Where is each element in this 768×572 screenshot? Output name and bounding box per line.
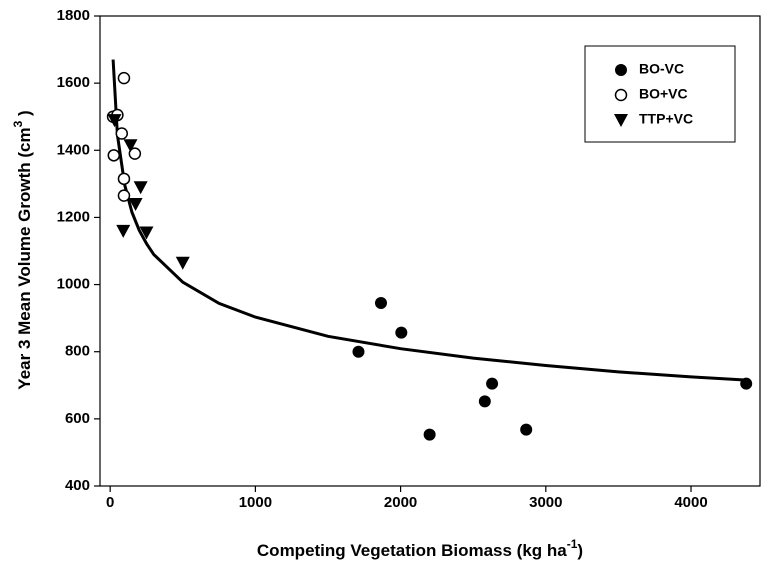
plot-frame bbox=[99, 15, 761, 487]
x-axis-title: Competing Vegetation Biomass (kg ha-1) bbox=[257, 537, 583, 560]
legend-label: BO+VC bbox=[639, 86, 688, 102]
x-tick-label: 2000 bbox=[384, 494, 417, 511]
data-point bbox=[740, 377, 753, 390]
data-point bbox=[128, 198, 143, 211]
data-point bbox=[139, 226, 154, 240]
x-axis-title-text: Competing Vegetation Biomass (kg ha bbox=[257, 541, 567, 560]
data-point bbox=[123, 139, 138, 153]
data-point bbox=[117, 71, 131, 85]
legend-marker bbox=[615, 64, 627, 76]
y-tick-label: 1800 bbox=[57, 7, 90, 24]
y-tick-label: 600 bbox=[65, 410, 90, 427]
y-axis-title-sup: 3 bbox=[11, 120, 25, 127]
legend-marker bbox=[614, 88, 628, 102]
y-axis-title-text: Year 3 Mean Volume Growth (cm bbox=[15, 127, 34, 389]
legend-box bbox=[584, 45, 736, 143]
data-point bbox=[116, 224, 131, 238]
data-point bbox=[520, 423, 533, 436]
y-tick-label: 800 bbox=[65, 343, 90, 360]
y-axis-title: Year 3 Mean Volume Growth (cm3 ) bbox=[11, 110, 34, 389]
legend-label: TTP+VC bbox=[639, 111, 693, 127]
y-tick-label: 1200 bbox=[57, 208, 90, 225]
y-tick-label: 1400 bbox=[57, 141, 90, 158]
x-tick-label: 4000 bbox=[674, 494, 707, 511]
data-point bbox=[352, 345, 365, 358]
y-tick-label: 1000 bbox=[57, 276, 90, 293]
legend-marker bbox=[614, 114, 628, 127]
x-tick-label: 1000 bbox=[239, 494, 272, 511]
data-point bbox=[107, 149, 121, 162]
y-axis-title-end: ) bbox=[15, 110, 34, 120]
data-point bbox=[117, 189, 131, 202]
data-point bbox=[395, 326, 408, 339]
data-point bbox=[117, 172, 131, 186]
data-point bbox=[374, 297, 387, 310]
data-point bbox=[423, 428, 436, 441]
data-point bbox=[133, 181, 148, 195]
data-point bbox=[175, 256, 190, 270]
y-tick-label: 1600 bbox=[57, 74, 90, 91]
x-axis-title-sup: -1 bbox=[567, 537, 578, 551]
data-point bbox=[486, 377, 499, 390]
x-tick-label: 0 bbox=[106, 494, 114, 511]
fit-curve bbox=[111, 59, 750, 382]
legend-label: BO-VC bbox=[639, 61, 684, 77]
data-point bbox=[115, 127, 129, 140]
x-tick-label: 3000 bbox=[529, 494, 562, 511]
data-point bbox=[107, 114, 122, 128]
data-point bbox=[478, 395, 491, 408]
data-point bbox=[128, 147, 142, 160]
x-axis-title-end: ) bbox=[577, 541, 583, 560]
y-tick-label: 400 bbox=[65, 477, 90, 494]
